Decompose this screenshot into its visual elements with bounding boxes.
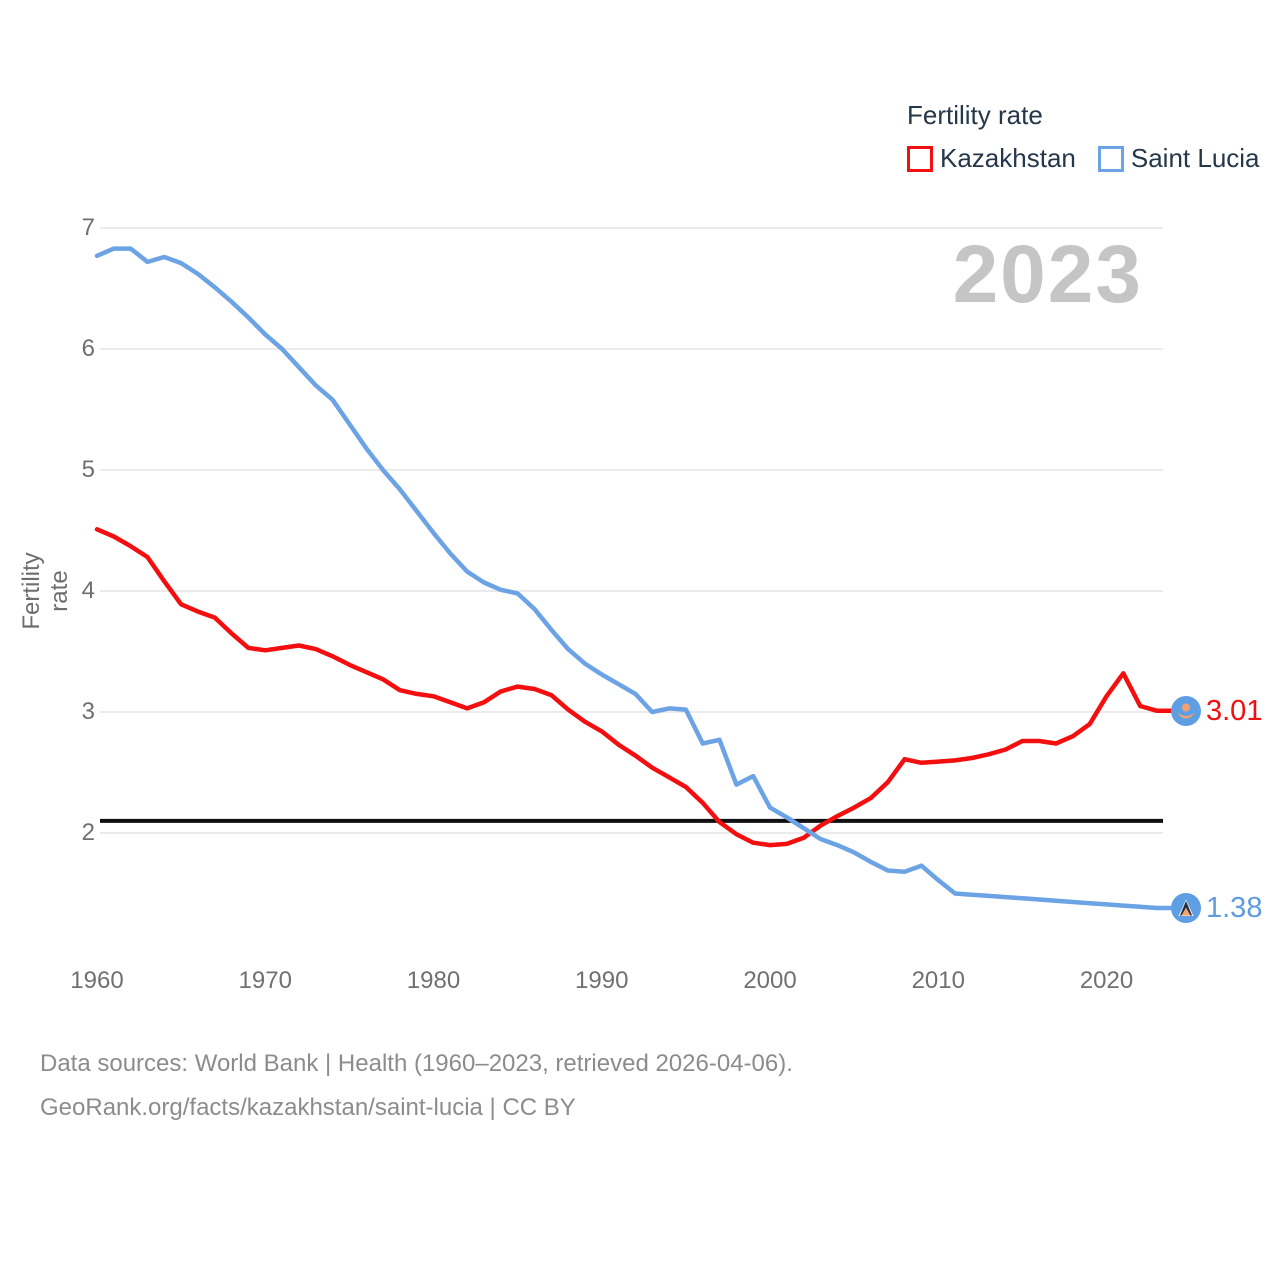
saint-lucia-line bbox=[94, 246, 1175, 911]
x-tick-label: 2000 bbox=[743, 967, 797, 994]
x-tick-label: 2010 bbox=[911, 967, 965, 994]
kazakhstan-flag-icon bbox=[1171, 695, 1201, 726]
kazakhstan-line bbox=[94, 527, 1175, 848]
x-tick-label: 1960 bbox=[70, 967, 124, 994]
x-tick-label: 1970 bbox=[238, 967, 292, 994]
x-tick-label: 1980 bbox=[406, 967, 461, 994]
y-tick-label: 2 bbox=[81, 819, 95, 846]
x-tick-label: 1990 bbox=[575, 967, 629, 994]
y-tick-label: 3 bbox=[81, 698, 95, 725]
saint-lucia-end-value: 1.38 bbox=[1206, 892, 1263, 925]
data-sources-line2: GeoRank.org/facts/kazakhstan/saint-lucia… bbox=[40, 1094, 576, 1121]
y-tick-label: 4 bbox=[81, 577, 95, 604]
x-tick-label: 2020 bbox=[1079, 967, 1134, 994]
y-tick-label: 5 bbox=[81, 456, 95, 483]
watermark-year: 2023 bbox=[952, 229, 1143, 320]
data-sources-line1: Data sources: World Bank | Health (1960–… bbox=[40, 1050, 793, 1077]
legend: Fertility rate Kazakhstan Saint Lucia bbox=[907, 100, 1260, 174]
legend-label-kazakhstan: Kazakhstan bbox=[940, 143, 1076, 173]
legend-item-saint-lucia[interactable]: Saint Lucia bbox=[1097, 143, 1260, 174]
legend-label-saint-lucia: Saint Lucia bbox=[1130, 143, 1260, 173]
y-tick-label: 7 bbox=[81, 214, 95, 241]
legend-item-kazakhstan[interactable]: Kazakhstan bbox=[907, 143, 1076, 174]
legend-title: Fertility rate bbox=[907, 100, 1043, 130]
data-sources: Data sources: World Bank | Health (1960–… bbox=[40, 1042, 793, 1130]
saint-lucia-flag-icon bbox=[1171, 893, 1201, 924]
kazakhstan-swatch-icon bbox=[907, 145, 933, 172]
kazakhstan-end-value: 3.01 bbox=[1206, 694, 1263, 727]
saint-lucia-swatch-icon bbox=[1097, 145, 1124, 172]
y-tick-label: 6 bbox=[81, 335, 95, 362]
